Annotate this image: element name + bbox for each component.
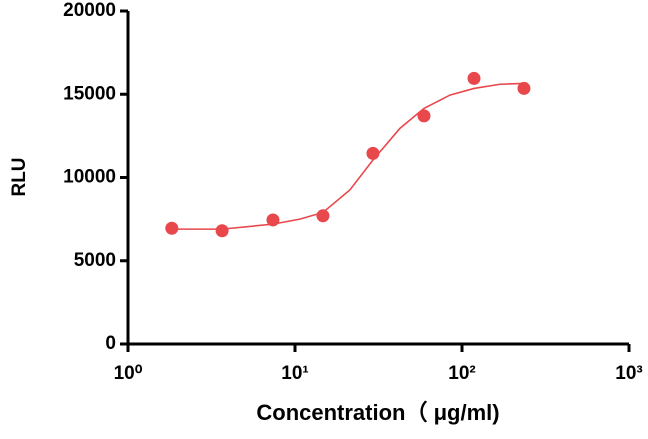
x-axis-title: Concentration（ μg/ml) [256, 400, 499, 425]
point [316, 209, 330, 223]
y-tick-label: 10000 [63, 167, 116, 188]
point [417, 109, 431, 123]
point [366, 146, 380, 160]
point [266, 213, 280, 227]
x-tick-label: 10² [448, 363, 475, 384]
point [165, 221, 179, 235]
y-tick-label: 5000 [74, 250, 116, 271]
fit-curve [171, 82, 524, 230]
x-tick-label: 10¹ [281, 363, 308, 384]
point [215, 224, 229, 238]
point [467, 71, 481, 85]
y-axis-title: RLU [9, 157, 30, 196]
y-tick-label: 20000 [63, 0, 116, 21]
y-tick-label: 0 [105, 333, 116, 354]
y-tick-label: 15000 [63, 83, 116, 104]
x-tick-label: 10⁰ [114, 363, 143, 384]
point [517, 81, 531, 95]
x-tick-label: 10³ [615, 363, 642, 384]
